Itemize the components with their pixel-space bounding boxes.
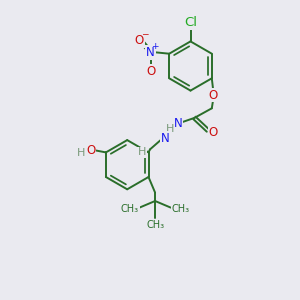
Text: O: O xyxy=(209,88,218,102)
Text: O: O xyxy=(209,126,218,140)
Text: O: O xyxy=(86,143,95,157)
Text: CH₃: CH₃ xyxy=(171,204,189,214)
Text: CH₃: CH₃ xyxy=(146,220,164,230)
Text: −: − xyxy=(141,30,148,39)
Text: H: H xyxy=(76,148,85,158)
Text: O: O xyxy=(135,34,144,47)
Text: N: N xyxy=(161,131,170,145)
Text: CH₃: CH₃ xyxy=(121,204,139,214)
Text: H: H xyxy=(137,147,146,158)
Text: N: N xyxy=(146,46,155,59)
Text: O: O xyxy=(146,65,155,78)
Text: Cl: Cl xyxy=(184,16,197,29)
Text: +: + xyxy=(151,42,159,51)
Text: H: H xyxy=(166,124,175,134)
Text: N: N xyxy=(174,117,183,130)
